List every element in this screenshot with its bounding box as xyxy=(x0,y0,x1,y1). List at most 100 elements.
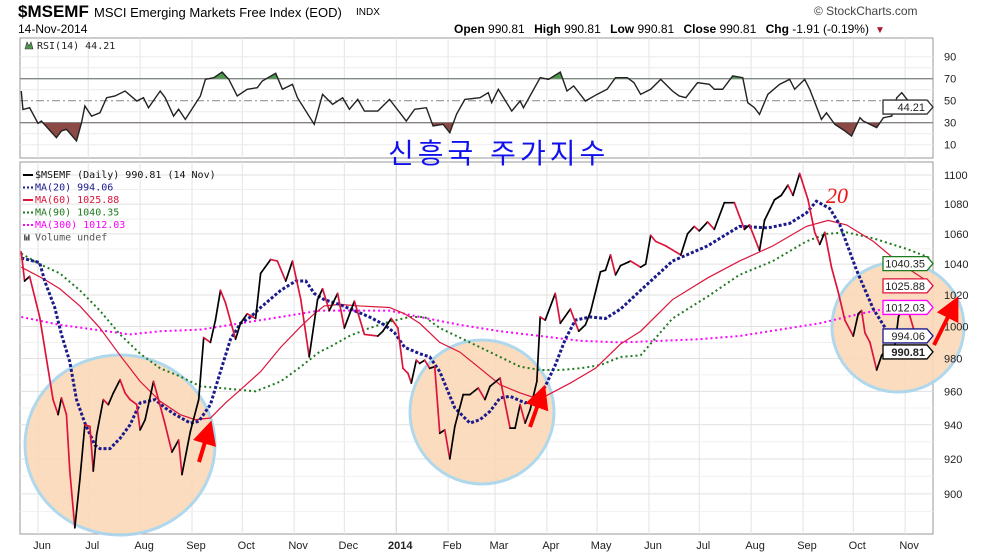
price-line-segment xyxy=(65,413,71,472)
price-line-segment xyxy=(189,398,200,433)
price-line-segment xyxy=(239,312,249,325)
price-line-segment xyxy=(807,198,816,234)
price-line-segment xyxy=(524,408,532,424)
x-tick-label: Aug xyxy=(134,540,154,552)
end-value-label: 994.06 xyxy=(891,331,925,343)
price-line-segment xyxy=(629,260,642,269)
x-tick-label: Oct xyxy=(849,540,866,552)
price-line-segment xyxy=(246,312,257,320)
price-line-segment xyxy=(428,365,436,370)
rsi-last-value-tag xyxy=(882,99,934,115)
rsi-last-value-label: 44.21 xyxy=(897,102,925,114)
price-tick-label: 1100 xyxy=(944,170,968,182)
price-line-segment xyxy=(402,367,409,375)
price-line-segment xyxy=(823,231,833,269)
ma-line-ma60 xyxy=(20,219,928,421)
price-tick-label: 1060 xyxy=(944,229,968,241)
price-line-segment xyxy=(448,425,456,460)
price-line-segment xyxy=(844,319,855,337)
price-line-segment xyxy=(818,231,826,246)
price-line-segment xyxy=(254,272,262,320)
price-line-segment xyxy=(259,258,272,275)
end-value-tag xyxy=(882,255,934,272)
price-line-segment xyxy=(514,403,521,430)
price-line-segment xyxy=(864,331,871,344)
x-tick-label: Oct xyxy=(238,540,255,552)
exchange-label: INDX xyxy=(356,7,380,18)
highlight-circle xyxy=(408,338,556,486)
price-line-segment xyxy=(484,385,491,401)
price-line-segment xyxy=(181,430,192,476)
price-line-segment xyxy=(860,309,866,334)
price-tick-label: 920 xyxy=(944,454,962,466)
price-line-segment xyxy=(433,365,441,435)
price-line-segment xyxy=(614,264,622,276)
price-line-segment xyxy=(519,403,526,424)
price-line-segment xyxy=(604,254,612,272)
price-line-segment xyxy=(95,398,105,436)
price-line-segment xyxy=(798,172,809,201)
price-line-segment xyxy=(197,336,205,401)
price-line-segment xyxy=(376,330,384,337)
price-line-segment xyxy=(499,377,511,430)
end-value-label: 1025.88 xyxy=(885,281,925,293)
price-line-segment xyxy=(584,311,592,326)
x-tick-label: Nov xyxy=(899,540,919,552)
rsi-legend-label: RSI(14) 44.21 xyxy=(37,41,115,52)
chart-date: 14-Nov-2014 xyxy=(18,22,88,36)
open-value: 990.81 xyxy=(488,22,525,36)
rsi-tick-label: 30 xyxy=(944,118,956,130)
copyright-link[interactable]: © StockCharts.com xyxy=(814,4,918,18)
price-series-group xyxy=(20,172,931,529)
price-line-segment xyxy=(649,234,657,243)
price-line-segment xyxy=(112,378,121,394)
price-line-segment xyxy=(438,428,446,435)
price-line-segment xyxy=(52,398,59,416)
price-line-segment xyxy=(410,359,418,384)
price-line-segment xyxy=(60,397,68,416)
price-line-segment xyxy=(698,221,709,232)
price-line-segment xyxy=(38,316,54,401)
price-line-segment xyxy=(328,292,339,312)
legend-label: MA(60) 1025.88 xyxy=(35,195,119,206)
end-value-tag xyxy=(882,299,934,316)
price-line-segment xyxy=(68,470,76,529)
price-line-segment xyxy=(837,291,846,321)
x-tick-label: Mar xyxy=(490,540,509,552)
price-line-segment xyxy=(202,336,212,344)
price-line-segment xyxy=(554,292,562,325)
ma20-note: 20 xyxy=(826,183,848,208)
price-line-segment xyxy=(20,251,26,282)
price-line-segment xyxy=(763,198,776,222)
price-line-segment xyxy=(639,263,647,269)
price-line-segment xyxy=(284,260,294,282)
price-line-segment xyxy=(397,327,404,370)
ticker-symbol: $MSEMF xyxy=(18,2,89,21)
end-value-tag xyxy=(882,328,934,344)
x-tick-label: Jun xyxy=(644,540,662,552)
price-line-segment xyxy=(780,184,789,197)
price-line-segment xyxy=(209,319,217,344)
end-value-tag xyxy=(882,278,934,294)
price-legend: $MSEMF (Daily) 990.81 (14 Nov) MA(20) 994… xyxy=(23,170,216,244)
x-tick-label: Sep xyxy=(797,540,817,552)
price-line-segment xyxy=(813,231,821,246)
price-line-segment xyxy=(654,240,667,247)
price-line-segment xyxy=(599,269,607,273)
price-line-segment xyxy=(569,308,580,333)
x-tick-label: May xyxy=(591,540,612,552)
close-value: 990.81 xyxy=(719,22,757,36)
price-tick-label: 1040 xyxy=(944,259,968,271)
volume-bars-icon xyxy=(28,234,30,241)
price-line-segment xyxy=(644,234,652,265)
chg-value: -1.91 (-0.19%) xyxy=(792,22,869,36)
price-line-segment xyxy=(443,428,451,460)
price-line-segment xyxy=(23,275,31,282)
low-value: 990.81 xyxy=(637,22,675,36)
x-tick-label: Nov xyxy=(288,540,308,552)
price-line-segment xyxy=(792,172,801,197)
rsi-tick-label: 90 xyxy=(944,52,956,64)
price-line-segment xyxy=(758,219,766,252)
ma-line-ma20 xyxy=(20,199,928,451)
x-tick-label: Dec xyxy=(339,540,359,552)
